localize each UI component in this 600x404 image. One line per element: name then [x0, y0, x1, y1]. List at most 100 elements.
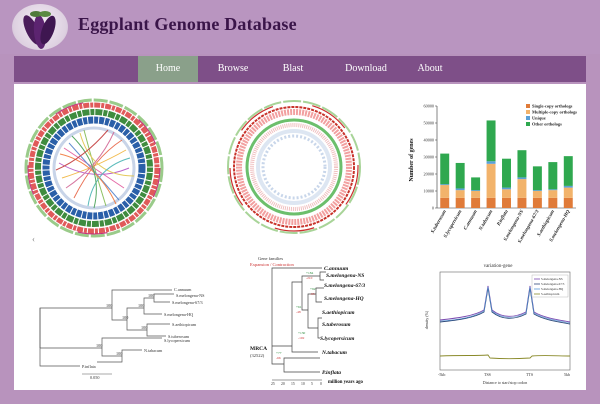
svg-text:+92: +92: [310, 287, 316, 291]
phylogenetic-tree-left: C.annuum S.melongena-NS S.melongena-67/3…: [22, 280, 212, 380]
bar-ytick-label: 30000: [424, 155, 434, 160]
tree-left-label-aethiopicum: S.aethiopicum: [172, 322, 197, 327]
bar-ytick-label: 20000: [424, 172, 434, 177]
bar-ytick-label: 50000: [424, 121, 434, 126]
tree-mid-label-inflata: P.inflata: [322, 370, 341, 376]
bar-segment: [486, 163, 496, 198]
svg-text:25: 25: [271, 382, 275, 386]
tree-left-bootstrap: 100: [122, 315, 128, 320]
bar-segment: [440, 184, 450, 186]
bar-segment: [486, 161, 496, 164]
bar-segment: [532, 191, 542, 198]
phylogenetic-tree-expansion: Gene families Expansion / Contraction C.…: [236, 254, 406, 390]
bar-segment: [517, 179, 527, 198]
tree-left-bootstrap: 100: [138, 303, 144, 308]
home-content: ‹ Number of genes 0 10000 20000 30000 40000 5…: [14, 84, 586, 390]
nav-download[interactable]: Download: [345, 63, 387, 74]
bar-segment: [548, 190, 558, 198]
bar-legend-label: Multiple-copy orthologs: [532, 110, 577, 115]
bar-segment: [517, 197, 527, 208]
bar-segment: [502, 158, 511, 188]
svg-text:0: 0: [320, 382, 322, 386]
svg-text:5: 5: [311, 382, 313, 386]
bar-segment: [486, 120, 496, 162]
svg-text:-66: -66: [276, 356, 281, 360]
tree-left-bootstrap: 100: [106, 303, 112, 308]
line-legend-item: S.melongena-67/3: [541, 282, 565, 286]
tree-mid-label-melongena-ns: S.melongena-NS: [326, 273, 364, 279]
svg-text:+184: +184: [306, 271, 313, 275]
eggplant-logo-icon[interactable]: [12, 4, 68, 50]
bar-segment: [455, 188, 465, 191]
line-xtick: 5kb: [564, 372, 570, 377]
tree-left-label-lycopersicum: S.lycopersicum: [164, 338, 191, 343]
line-chart-title: variation-gene: [484, 264, 514, 269]
tree-left-label-melongena-hq: S.melongena-HQ: [164, 312, 193, 317]
bar-legend-label: Other orthologs: [532, 122, 562, 127]
orthologs-bar-chart: Number of genes 0 10000 20000 30000 40000 500…: [404, 102, 584, 252]
line-xtick: TTS: [526, 372, 533, 377]
nav-home[interactable]: Home: [138, 56, 198, 82]
svg-text:+61: +61: [296, 305, 302, 309]
tree-left-label-inflata: P.inflata: [82, 364, 96, 369]
bar-segment: [471, 197, 481, 208]
variation-line-chart: variation-gene density (%) S.melongena-N…: [414, 260, 582, 388]
bar-legend-swatch: [526, 110, 530, 114]
bar-legend-swatch: [526, 116, 530, 120]
line-legend-item: S.melongena-HQ: [541, 287, 564, 291]
bar-segment: [440, 185, 450, 198]
svg-text:15: 15: [291, 382, 295, 386]
tree-mid-label-c-annuum: C.annuum: [324, 266, 349, 272]
tree-mid-label-melongena-673: S.melongena-67/3: [324, 283, 365, 289]
carousel-prev-arrow-icon[interactable]: ‹: [32, 234, 35, 244]
bar-category-label: S.tuberosum: [431, 209, 448, 234]
bar-segment: [502, 187, 511, 190]
bar-segment: [548, 189, 558, 191]
bar-ytick-label: 60000: [424, 104, 434, 109]
tree-mid-label-aethiopicum: S.aethiopicum: [322, 310, 355, 316]
svg-text:-48: -48: [296, 310, 301, 314]
bar-segment: [563, 185, 573, 188]
tree-left-label-melongena-673: S.melongena-67/3: [172, 300, 203, 305]
bar-segment: [563, 156, 573, 186]
tree-mid-label-melongena-hq: S.melongena-HQ: [324, 296, 364, 302]
nav-browse[interactable]: Browse: [217, 63, 249, 74]
tree-mid-root-label: MRCA: [250, 346, 267, 352]
circos-plot-variation: [224, 92, 364, 242]
bar-segment: [440, 197, 450, 208]
bar-segment: [532, 190, 542, 191]
tree-mid-label-lycopersicum: S.lycopersicum: [320, 336, 355, 342]
bar-segment: [486, 197, 496, 208]
nav-blast[interactable]: Blast: [282, 63, 304, 74]
tree-left-bootstrap: 100: [141, 325, 147, 330]
line-chart-ylabel: density (%): [424, 310, 429, 329]
tree-left-bootstrap: 100: [96, 343, 102, 348]
bar-segment: [455, 190, 465, 198]
bar-segment: [455, 162, 465, 189]
tree-left-bootstrap: 100: [148, 293, 154, 298]
svg-text:-102: -102: [298, 336, 305, 340]
bar-segment: [502, 197, 511, 208]
tree-mid-label-tabacum: N.tabacum: [321, 350, 348, 356]
bar-legend-label: Single-copy orthologs: [532, 104, 573, 109]
bar-segment: [455, 197, 465, 208]
bar-segment: [502, 189, 511, 198]
tree-left-bootstrap: 100: [116, 351, 122, 356]
bar-segment: [563, 187, 573, 198]
bar-segment: [563, 197, 573, 208]
tree-mid-label-tuberosum: S.tuberosum: [322, 322, 351, 328]
tree-left-label-melongena-ns: S.melongena-NS: [176, 293, 205, 298]
bar-segment: [548, 162, 558, 190]
nav-about[interactable]: About: [417, 63, 443, 74]
bar-segment: [440, 153, 450, 185]
line-xtick: TSS: [484, 372, 491, 377]
bar-legend-swatch: [526, 122, 530, 126]
svg-text:-95: -95: [310, 292, 315, 296]
bar-segment: [548, 197, 558, 208]
bar-category-label: C.annuum: [463, 209, 478, 231]
tree-left-label-c-annuum: C.annuum: [174, 287, 192, 292]
bar-segment: [517, 177, 527, 180]
tree-left-scale-label: 0.050: [90, 375, 99, 380]
bar-legend-swatch: [526, 104, 530, 108]
main-navbar: Home Browse Blast Download About: [14, 56, 586, 82]
